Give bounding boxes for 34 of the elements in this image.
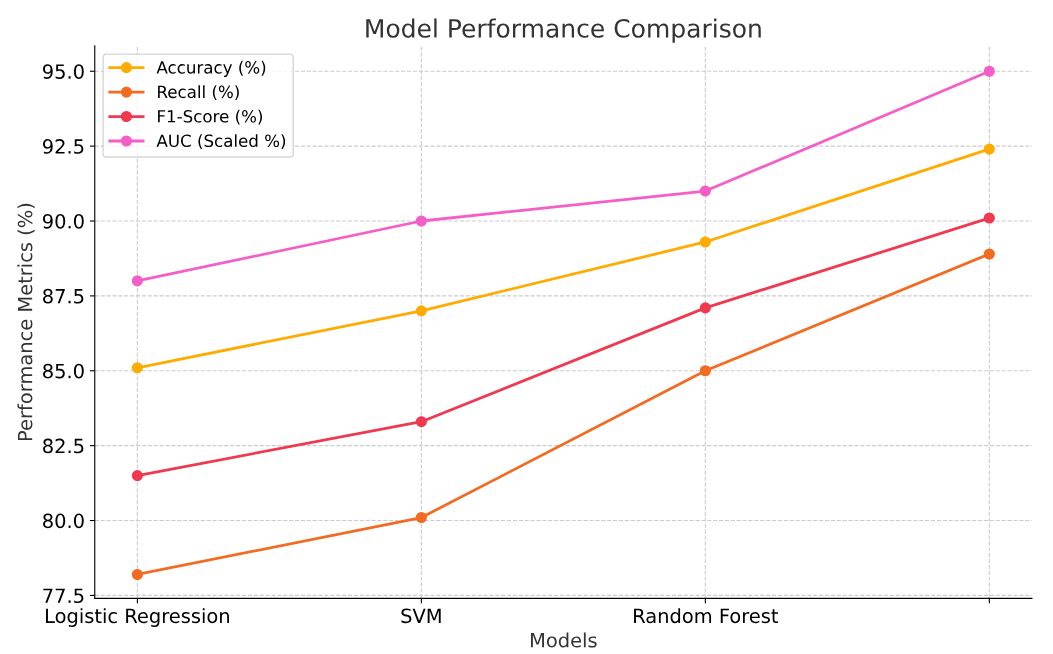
y-tick-label: 92.5 [42, 139, 84, 154]
chart-title: Model Performance Comparison [366, 18, 761, 43]
point [131, 362, 143, 374]
point [983, 65, 995, 77]
point [131, 470, 143, 482]
x-tick-label: Random Forest [634, 608, 779, 624]
legend-label: AUC (Scaled %) [156, 134, 286, 150]
point [415, 305, 427, 317]
legend-label: Accuracy (%) [156, 60, 266, 77]
y-tick-label: 82.5 [43, 438, 84, 454]
y-axis-title: Performance Metrics (%) [17, 203, 35, 441]
y-tick-label: 90.0 [42, 213, 84, 229]
y-tick-label: 95.0 [42, 64, 84, 79]
x-tick-label: Logistic Regression [46, 608, 229, 627]
point [415, 215, 427, 227]
y-tick-label: 87.5 [43, 288, 84, 304]
legend-label: Recall (%) [158, 85, 239, 101]
point [131, 275, 143, 287]
point [983, 248, 995, 260]
point [699, 236, 711, 248]
x-tick-label: SVM [401, 608, 441, 624]
point [131, 568, 143, 581]
legend-label: F1-Score (%) [158, 109, 263, 125]
y-tick-label: 85.0 [43, 363, 84, 379]
point [983, 143, 995, 155]
point [415, 416, 427, 428]
point [983, 212, 995, 224]
y-tick-label: 77.5 [43, 588, 84, 604]
point [699, 365, 711, 377]
point [699, 185, 711, 197]
point [699, 302, 711, 314]
point [415, 511, 427, 524]
y-tick-label: 80.0 [43, 513, 84, 529]
x-axis-title: Models [531, 632, 597, 648]
